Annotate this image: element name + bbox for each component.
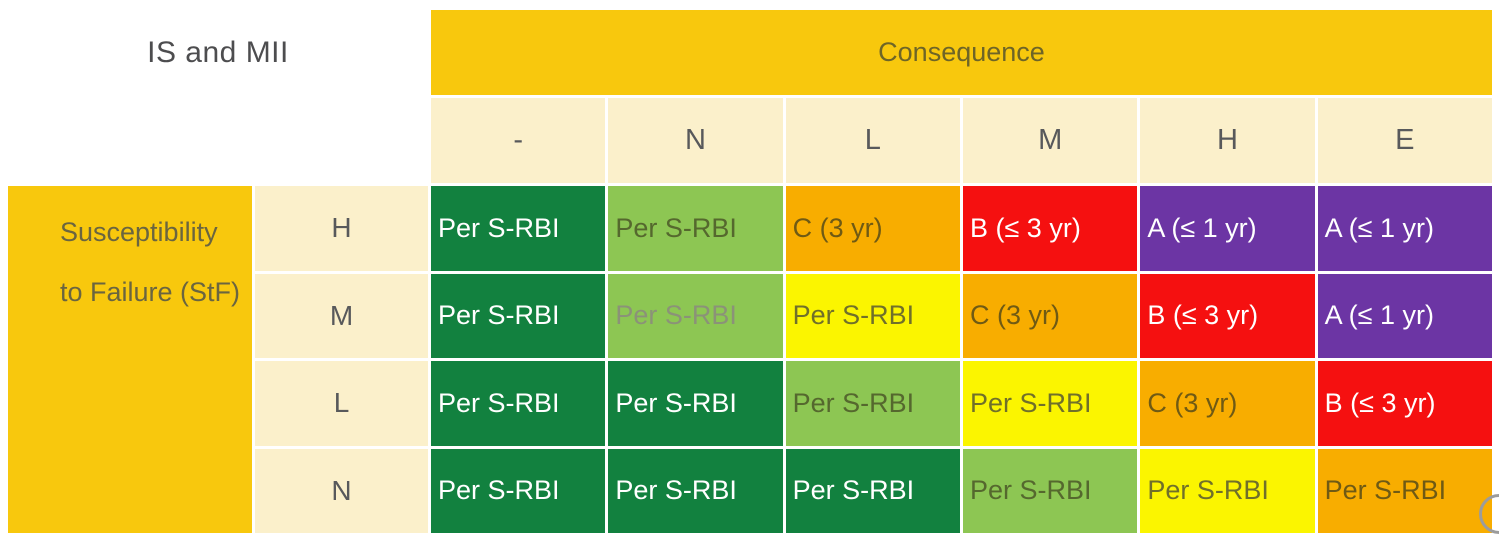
row-group-line2: to Failure (StF) xyxy=(60,277,241,307)
row-group-line1: Susceptibility xyxy=(60,217,218,247)
matrix-cell: Per S-RBI xyxy=(1140,448,1315,533)
matrix-cell: A (≤ 1 yr) xyxy=(1317,273,1492,358)
matrix-cell: C (3 yr) xyxy=(962,273,1138,358)
row-label: H xyxy=(255,186,428,271)
column-header: - xyxy=(431,98,606,183)
matrix-cell: Per S-RBI xyxy=(608,186,783,271)
column-header: E xyxy=(1317,98,1492,183)
column-header: L xyxy=(785,98,960,183)
consequence-group-header: Consequence xyxy=(431,10,1492,95)
column-header: H xyxy=(1140,98,1315,183)
row-group-header: Susceptibility to Failure (StF) xyxy=(8,186,252,533)
matrix-cell: Per S-RBI xyxy=(1317,448,1492,533)
column-header: N xyxy=(608,98,783,183)
matrix-cell: Per S-RBI xyxy=(431,186,606,271)
matrix-cell: B (≤ 3 yr) xyxy=(1317,361,1492,446)
row-label: L xyxy=(255,361,428,446)
matrix-cell: A (≤ 1 yr) xyxy=(1317,186,1492,271)
column-header: M xyxy=(962,98,1138,183)
matrix-cell: Per S-RBI xyxy=(431,273,606,358)
matrix-cell: C (3 yr) xyxy=(1140,361,1315,446)
matrix-cell: Per S-RBI xyxy=(608,448,783,533)
matrix-cell: B (≤ 3 yr) xyxy=(1140,273,1315,358)
matrix-cell: B (≤ 3 yr) xyxy=(962,186,1138,271)
matrix-cell: Per S-RBI xyxy=(608,361,783,446)
row-label: N xyxy=(255,448,428,533)
row-label: M xyxy=(255,273,428,358)
matrix-cell: Per S-RBI xyxy=(962,361,1138,446)
header-spacer xyxy=(8,98,428,183)
matrix-cell: Per S-RBI xyxy=(431,361,606,446)
matrix-cell: Per S-RBI xyxy=(785,448,960,533)
matrix-cell: C (3 yr) xyxy=(785,186,960,271)
matrix-cell: Per S-RBI xyxy=(608,273,783,358)
matrix-cell: A (≤ 1 yr) xyxy=(1140,186,1315,271)
matrix-cell: Per S-RBI xyxy=(785,273,960,358)
matrix-cell: Per S-RBI xyxy=(431,448,606,533)
risk-matrix-table: IS and MII Consequence Susceptibility to… xyxy=(8,10,1492,533)
corner-label: IS and MII xyxy=(147,35,289,69)
matrix-cell: Per S-RBI xyxy=(962,448,1138,533)
matrix-cell: Per S-RBI xyxy=(785,361,960,446)
